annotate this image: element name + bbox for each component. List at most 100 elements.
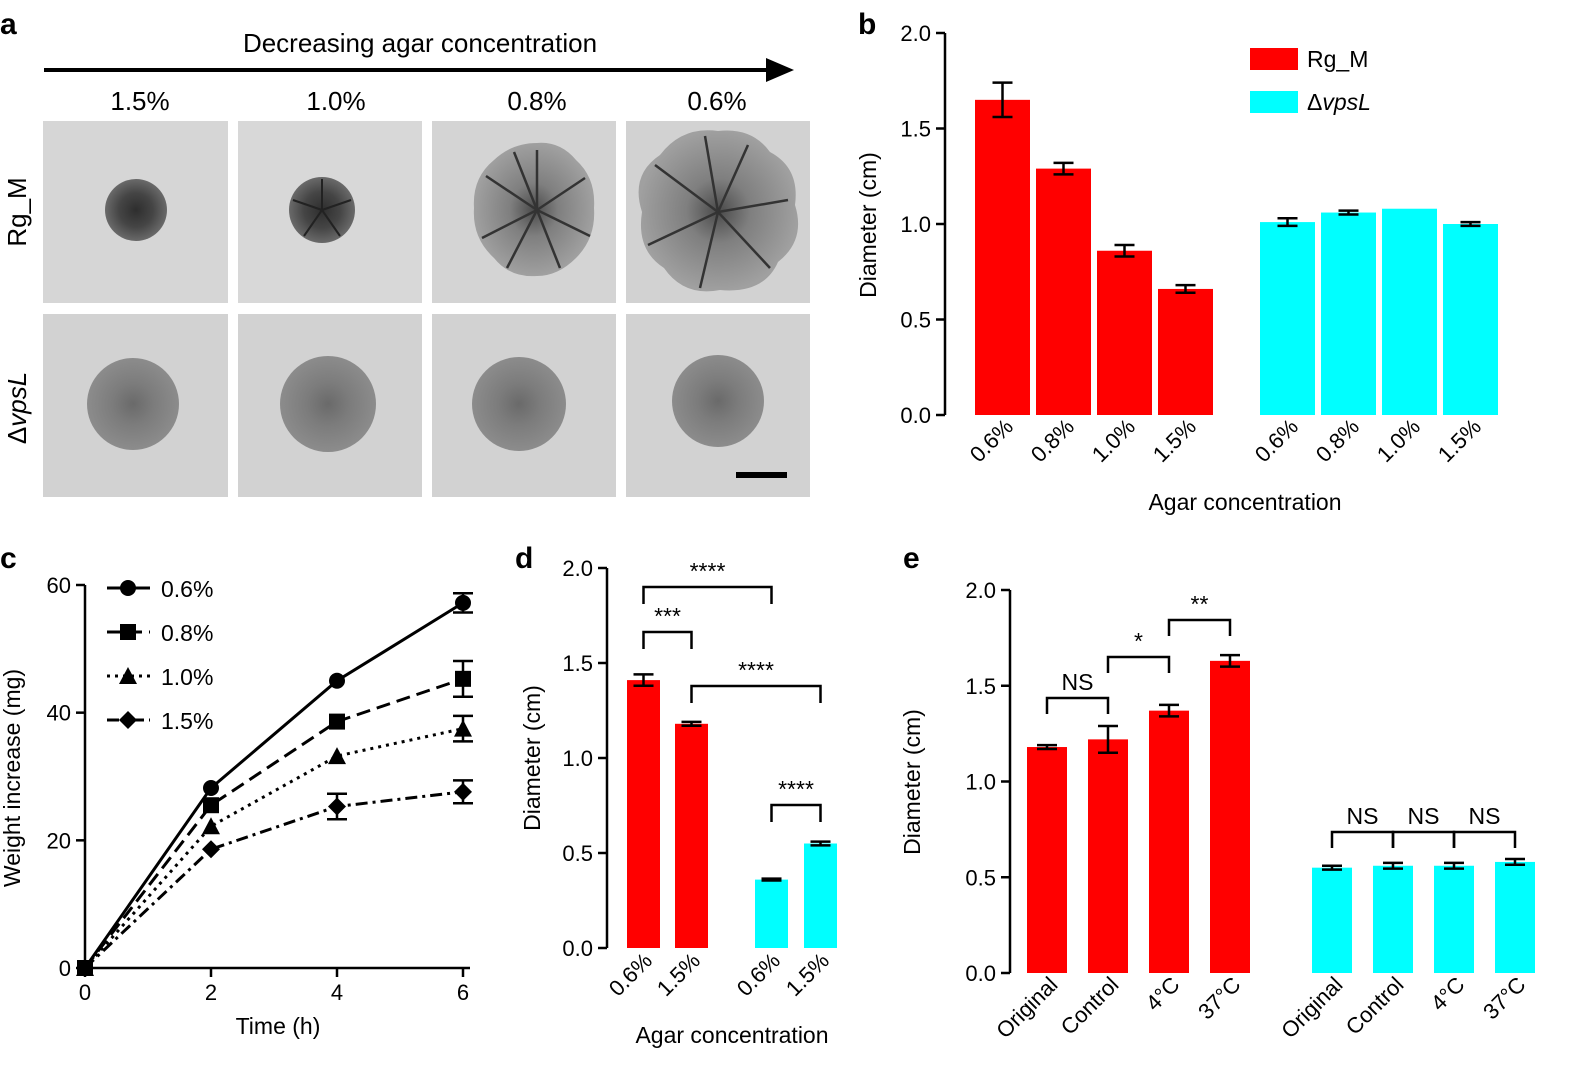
b-errorbar-1-3: [1460, 220, 1481, 228]
c-point-0-1: [203, 779, 219, 796]
colony-rgm-1-0-ridges: [292, 179, 352, 237]
c-xtick-label-2: 4: [331, 980, 343, 1005]
b-bar-1-3: [1443, 224, 1498, 415]
b-bar-0-1: [1036, 168, 1091, 415]
c-ytick-label-2: 40: [47, 701, 71, 726]
row-label-dvpsl: ΔvpsL: [2, 372, 32, 444]
d-sig-0-bracket: [642, 585, 773, 604]
c-legend-marker-1: [120, 624, 136, 640]
colony-rgm-0-6-ridges: [647, 135, 789, 289]
b-errorbar-1-1: [1338, 209, 1359, 216]
e-xtick-label-0-0: Original: [991, 972, 1062, 1043]
e-ytick-label-4: 2.0: [965, 578, 996, 603]
b-xtick-label-0-0: 0.6%: [965, 414, 1018, 467]
b-ytick-label-3: 1.5: [900, 117, 931, 142]
row-label-rg-m: Rg_M: [2, 177, 32, 246]
b-bar-1-1: [1321, 212, 1376, 415]
c-ytick-label-0: 0: [59, 956, 71, 981]
c-point-3-1: [202, 840, 220, 859]
e-xtick-label-0-1: Control: [1056, 972, 1124, 1040]
d-x-axis-label: Agar concentration: [635, 1022, 828, 1048]
d-sig-0-label: ****: [690, 558, 726, 584]
e-ytick-label-0: 0.0: [965, 961, 996, 986]
colony-dvpsl-0-8: [472, 357, 566, 451]
e-xtick-label-0-2: 4°C: [1141, 972, 1185, 1016]
e-xtick-label-1-2: 4°C: [1426, 972, 1470, 1016]
c-ytick-label-1: 20: [47, 828, 71, 853]
d-sig-1-bracket: [642, 630, 693, 649]
e-sig-4-bracket: [1391, 830, 1456, 848]
d-sig-3-bracket: [770, 803, 822, 822]
b-xtick-label-1-0: 0.6%: [1250, 414, 1303, 467]
b-x-axis-label: Agar concentration: [1148, 489, 1341, 515]
d-ytick-label-1: 0.5: [562, 841, 593, 866]
c-point-2-2: [328, 747, 346, 765]
c-x-axis-label: Time (h): [236, 1013, 321, 1039]
e-errorbar-0-1: [1098, 724, 1118, 755]
e-errorbar-0-3: [1220, 653, 1240, 668]
panel-c: 0 20 40 60 0 2 4 6 Weight increase (mg) Time (h…: [0, 573, 473, 1039]
e-xtick-label-0-3: 37°C: [1193, 972, 1246, 1025]
e-sig-0-bracket: [1045, 696, 1110, 714]
c-xtick-label-1: 2: [205, 980, 217, 1005]
b-legend: Rg_M ΔvpsL: [1250, 46, 1371, 115]
e-errorbar-1-2: [1444, 861, 1464, 870]
b-xtick-label-1-1: 0.8%: [1311, 414, 1364, 467]
panel-label-c: c: [0, 542, 17, 575]
b-errorbar-0-0: [992, 81, 1013, 119]
e-errorbar-1-1: [1383, 861, 1403, 870]
c-legend-marker-2: [119, 667, 137, 684]
b-bar-0-0: [975, 99, 1030, 415]
d-ytick-label-0: 0.0: [562, 936, 593, 961]
e-sig-2-label: **: [1191, 591, 1209, 617]
e-sig-1-label: *: [1134, 628, 1143, 654]
e-bar-1-3: [1495, 861, 1535, 973]
e-ytick-label-2: 1.0: [965, 770, 996, 795]
panel-label-e: e: [903, 542, 920, 575]
e-xtick-label-1-3: 37°C: [1478, 972, 1531, 1025]
e-sig-4-label: NS: [1408, 803, 1440, 829]
e-bar-0-1: [1088, 739, 1128, 973]
b-errorbar-0-3: [1175, 283, 1196, 295]
e-errorbar-1-0: [1322, 864, 1342, 871]
c-line-0: [83, 601, 464, 969]
d-ytick-label-3: 1.5: [562, 651, 593, 676]
c-line-1: [83, 677, 464, 969]
b-legend-label-dvpsl: ΔvpsL: [1307, 89, 1371, 115]
b-ytick-label-2: 1.0: [900, 212, 931, 237]
b-xtick-label-0-3: 1.5%: [1148, 414, 1201, 467]
c-legend-label-3: 1.5%: [161, 708, 213, 734]
column-label-4: 0.6%: [687, 86, 746, 116]
c-point-3-0: [76, 959, 94, 977]
b-errorbar-1-0: [1277, 217, 1298, 228]
c-point-1-1: [203, 797, 219, 814]
e-errorbar-0-0: [1037, 743, 1057, 751]
e-ytick-label-3: 1.5: [965, 674, 996, 699]
c-point-0-3: [455, 594, 471, 611]
c-y-axis-label: Weight increase (mg): [0, 669, 25, 887]
b-ytick-label-0: 0.0: [900, 403, 931, 428]
panel-a: Decreasing agar concentration 1.5% 1.0% …: [2, 28, 810, 497]
colony-dvpsl-1-0: [280, 356, 376, 452]
c-point-0-2: [329, 672, 345, 689]
e-sig-3-label: NS: [1347, 803, 1379, 829]
c-point-3-3: [454, 782, 472, 801]
colony-dvpsl-0-6: [672, 355, 764, 447]
c-point-1-3: [455, 670, 471, 687]
d-xtick-label-0-1: 1.5%: [652, 948, 705, 1001]
colony-dvpsl-1-5: [87, 358, 179, 450]
c-point-2-3: [454, 719, 472, 737]
column-label-2: 1.0%: [306, 86, 365, 116]
b-ytick-label-4: 2.0: [900, 21, 931, 46]
panel-e: 0.00.51.01.52.0 Diameter (cm) OriginalCo…: [899, 578, 1535, 1043]
e-sig-1-bracket: [1106, 655, 1171, 673]
e-bar-1-0: [1312, 867, 1352, 973]
c-ytick-label-3: 60: [47, 573, 71, 598]
d-errorbar-0-1: [681, 720, 702, 727]
e-ytick-label-1: 0.5: [965, 865, 996, 890]
b-xtick-label-1-3: 1.5%: [1433, 414, 1486, 467]
e-bar-1-1: [1373, 865, 1413, 973]
e-sig-5-bracket: [1452, 830, 1517, 848]
b-errorbar-0-2: [1114, 243, 1135, 258]
e-bar-0-2: [1149, 710, 1189, 973]
